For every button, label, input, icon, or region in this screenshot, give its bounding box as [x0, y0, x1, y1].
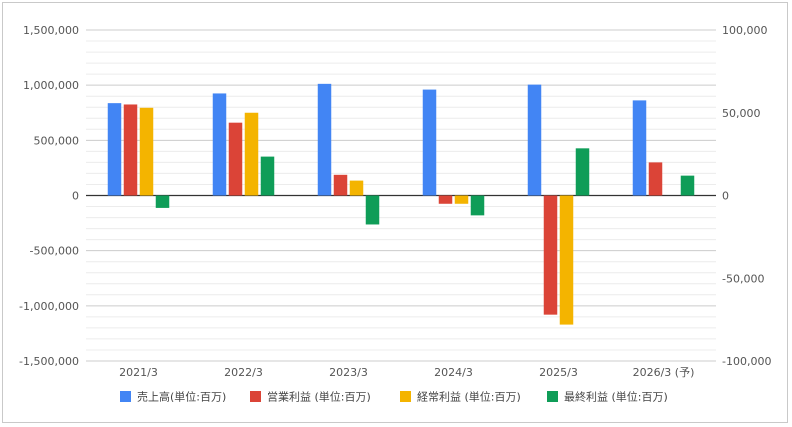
x-tick-label: 2021/3 [119, 366, 158, 379]
left-tick-label: -1,500,000 [19, 355, 79, 368]
bar-series-1-2[interactable] [333, 174, 348, 196]
left-tick-label: -500,000 [30, 245, 79, 258]
bar-series-1-4[interactable] [543, 195, 558, 315]
bar-series-1-1[interactable] [228, 122, 243, 196]
right-tick-label: 0 [722, 190, 729, 203]
legend-label[interactable]: 経常利益 (単位:百万) [417, 390, 521, 404]
bar-series-3-1[interactable] [260, 156, 275, 196]
legend-label[interactable]: 営業利益 (単位:百万) [267, 390, 371, 404]
bar-series-1-5[interactable] [648, 162, 663, 196]
bar-series-0-1[interactable] [212, 93, 227, 196]
legend: 売上高(単位:百万) 営業利益 (単位:百万) 経常利益 (単位:百万) 最終利益 (… [120, 390, 668, 404]
left-axis-ticks: 1,500,000 1,000,000 500,000 0 -500,000 -1,000… [19, 24, 79, 368]
bar-series-3-3[interactable] [470, 195, 485, 216]
right-tick-label: -100,000 [722, 355, 771, 368]
bar-series-3-0[interactable] [155, 195, 170, 208]
x-tick-label: 2025/3 [539, 366, 578, 379]
x-axis-ticks: 2021/3 2022/3 2023/3 2024/3 2025/3 2026/3 (予) [119, 366, 694, 379]
bar-series-3-5[interactable] [680, 175, 695, 196]
right-tick-label: -50,000 [722, 272, 764, 285]
bar-series-0-0[interactable] [107, 103, 122, 196]
bar-series-2-0[interactable] [139, 107, 154, 196]
left-tick-label: -1,000,000 [19, 300, 79, 313]
bar-series-2-2[interactable] [349, 180, 364, 196]
x-tick-label: 2026/3 (予) [633, 366, 695, 379]
left-tick-label: 1,000,000 [23, 79, 79, 92]
bar-series-1-0[interactable] [123, 104, 138, 196]
left-tick-label: 0 [72, 190, 79, 203]
x-tick-label: 2022/3 [224, 366, 263, 379]
bar-series-2-3[interactable] [454, 195, 469, 204]
left-tick-label: 1,500,000 [23, 24, 79, 37]
left-tick-label: 500,000 [34, 134, 80, 147]
gridlines [86, 29, 716, 362]
bar-series-2-4[interactable] [559, 195, 574, 325]
bar-series-1-3[interactable] [438, 195, 453, 204]
chart-frame [2, 2, 788, 423]
right-axis-ticks: 100,000 50,000 0 -50,000 -100,000 [722, 24, 771, 368]
bar-series-0-4[interactable] [527, 84, 542, 196]
legend-swatch [400, 391, 411, 402]
bar-series-3-4[interactable] [575, 148, 590, 196]
bar-series-0-5[interactable] [632, 100, 647, 196]
legend-swatch [547, 391, 558, 402]
legend-label[interactable]: 売上高(単位:百万) [137, 390, 226, 404]
right-tick-label: 50,000 [722, 107, 761, 120]
bar-series-3-2[interactable] [365, 195, 380, 225]
bars [107, 83, 695, 325]
bar-series-0-2[interactable] [317, 83, 332, 196]
x-tick-label: 2023/3 [329, 366, 368, 379]
right-tick-label: 100,000 [722, 24, 768, 37]
legend-swatch [120, 391, 131, 402]
x-tick-label: 2024/3 [434, 366, 473, 379]
legend-label[interactable]: 最終利益 (単位:百万) [564, 390, 668, 404]
bar-series-0-3[interactable] [422, 89, 437, 196]
legend-swatch [250, 391, 261, 402]
bar-series-2-1[interactable] [244, 112, 259, 196]
